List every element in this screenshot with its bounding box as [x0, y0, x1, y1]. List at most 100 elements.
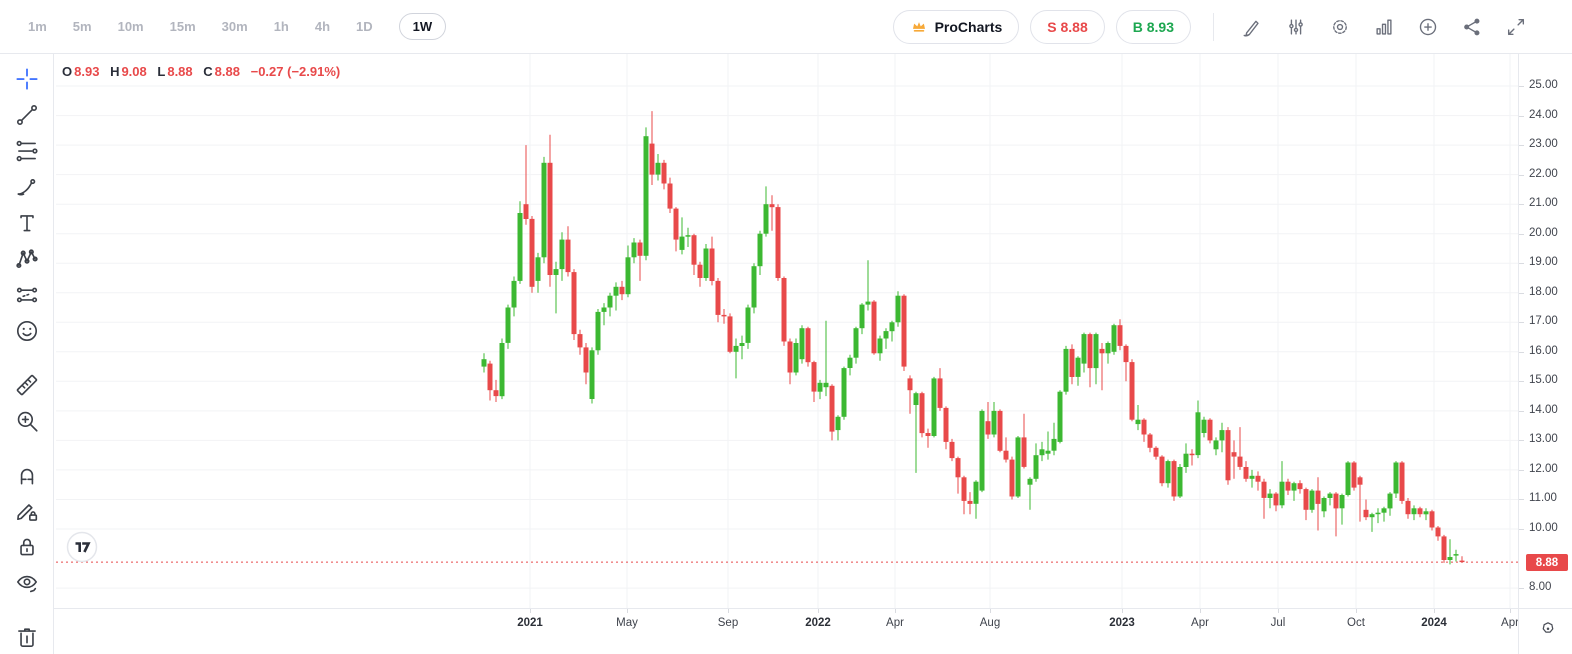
candle-body — [1369, 514, 1375, 518]
indicators-icon[interactable] — [1285, 16, 1307, 38]
timeframe-1w[interactable]: 1W — [398, 13, 447, 40]
candle-body — [1327, 493, 1333, 498]
price-axis[interactable]: 8.88 25.00 24.00 23.00 22.00 21.00 20.00 19.00… — [1518, 54, 1572, 608]
sell-price: S 8.88 — [1047, 18, 1088, 35]
price-tick — [1519, 470, 1524, 471]
settings-icon[interactable] — [1329, 16, 1351, 38]
timeframe-5m[interactable]: 5m — [72, 19, 92, 34]
time-label: 2023 — [1109, 617, 1135, 629]
price-label: 15.00 — [1529, 374, 1558, 386]
time-tick — [1278, 609, 1279, 613]
crosshair-icon[interactable] — [14, 66, 40, 92]
emoji-icon[interactable] — [14, 318, 40, 344]
candle-body — [529, 218, 535, 287]
header-right-group: ProCharts S 8.88 B 8.93 — [892, 9, 1572, 44]
low-label: L — [157, 64, 166, 79]
price-tick — [1519, 588, 1524, 589]
candle-body — [1117, 325, 1123, 346]
price-tick — [1519, 293, 1524, 294]
buy-button[interactable]: B 8.93 — [1115, 9, 1191, 44]
candle-body — [541, 162, 547, 258]
candle-body — [1081, 334, 1087, 364]
fullscreen-icon[interactable] — [1505, 16, 1527, 38]
timeframe-10m[interactable]: 10m — [117, 19, 144, 34]
add-icon[interactable] — [1417, 16, 1439, 38]
candle-body — [1015, 437, 1021, 497]
timeframe-1d[interactable]: 1D — [356, 19, 373, 34]
ohlc-legend: O 8.93 H 9.08 L 8.88 C 8.88 −0.27 (−2.91%) — [62, 64, 342, 79]
candle-body — [919, 393, 925, 434]
share-icon[interactable] — [1461, 16, 1483, 38]
candle-body — [601, 307, 607, 312]
timeframe-4h[interactable]: 4h — [314, 19, 331, 34]
tradingview-logo[interactable] — [66, 531, 98, 563]
timeframe-1h[interactable]: 1h — [273, 19, 289, 34]
candle-body — [499, 343, 505, 397]
candle-body — [1087, 334, 1093, 369]
candle-body — [1171, 461, 1177, 497]
magnet-icon[interactable] — [14, 462, 40, 488]
lock-all-drawings-icon[interactable] — [14, 534, 40, 560]
candle-body — [829, 385, 835, 432]
text-icon[interactable] — [14, 210, 40, 236]
candle-body — [553, 269, 559, 275]
candle-body — [1069, 348, 1075, 377]
candle-body — [1447, 557, 1453, 560]
sell-button[interactable]: S 8.88 — [1030, 9, 1105, 44]
candle-body — [655, 162, 661, 175]
candle-body — [547, 162, 553, 275]
hide-drawings-icon[interactable] — [14, 570, 40, 596]
time-tick — [1200, 609, 1201, 613]
draw-icon[interactable] — [1241, 16, 1263, 38]
time-tick — [895, 609, 896, 613]
drawing-mode-lock-icon[interactable] — [14, 498, 40, 524]
candle-body — [949, 441, 955, 459]
candle-body — [709, 248, 715, 281]
close-label: C — [203, 64, 213, 79]
candle-body — [1285, 481, 1291, 491]
time-label: 2024 — [1421, 617, 1447, 629]
candle-body — [763, 204, 769, 234]
axis-settings-icon[interactable] — [1538, 619, 1558, 639]
open-label: O — [62, 64, 73, 79]
candle-body — [1459, 560, 1465, 563]
time-tick — [728, 609, 729, 613]
zoom-in-icon[interactable] — [14, 408, 40, 434]
time-label: Aug — [979, 617, 1001, 629]
timeframe-30m[interactable]: 30m — [221, 19, 248, 34]
candle-body — [901, 295, 907, 367]
timeframe-15m[interactable]: 15m — [169, 19, 196, 34]
xabcd-pattern-icon[interactable] — [14, 246, 40, 272]
candle-body — [1411, 508, 1417, 515]
candle-body — [1249, 475, 1255, 479]
brush-icon[interactable] — [14, 174, 40, 200]
price-label: 24.00 — [1529, 109, 1558, 121]
candle-body — [835, 416, 841, 431]
timeframe-1m[interactable]: 1m — [28, 19, 47, 34]
candle-body — [1417, 508, 1423, 515]
candle-body — [589, 350, 595, 399]
procharts-label: ProCharts — [934, 18, 1003, 35]
price-tick — [1519, 352, 1524, 353]
price-tick — [1519, 175, 1524, 176]
candle-body — [817, 382, 823, 392]
trend-line-icon[interactable] — [14, 102, 40, 128]
remove-drawings-icon[interactable] — [14, 624, 40, 650]
chart-canvas[interactable]: O 8.93 H 9.08 L 8.88 C 8.88 −0.27 (−2.91%) — [56, 54, 1518, 608]
fib-retracement-icon[interactable] — [14, 138, 40, 164]
measure-icon[interactable] — [14, 372, 40, 398]
bar-chart-icon[interactable] — [1373, 16, 1395, 38]
candle-body — [1315, 490, 1321, 504]
candle-body — [559, 239, 565, 270]
procharts-button[interactable]: ProCharts — [892, 9, 1020, 44]
price-tick — [1519, 440, 1524, 441]
candle-body — [673, 208, 679, 240]
candle-body — [1063, 348, 1069, 392]
forecast-icon[interactable] — [14, 282, 40, 308]
candle-body — [1195, 412, 1201, 456]
time-label: Jul — [1270, 617, 1286, 629]
price-label: 25.00 — [1529, 79, 1558, 91]
candle-body — [883, 331, 889, 339]
candle-body — [907, 378, 913, 391]
time-axis[interactable]: 2021 May Sep 2022 Apr Aug 2023 Apr Jul Oct 2024 Apr — [0, 608, 1572, 654]
